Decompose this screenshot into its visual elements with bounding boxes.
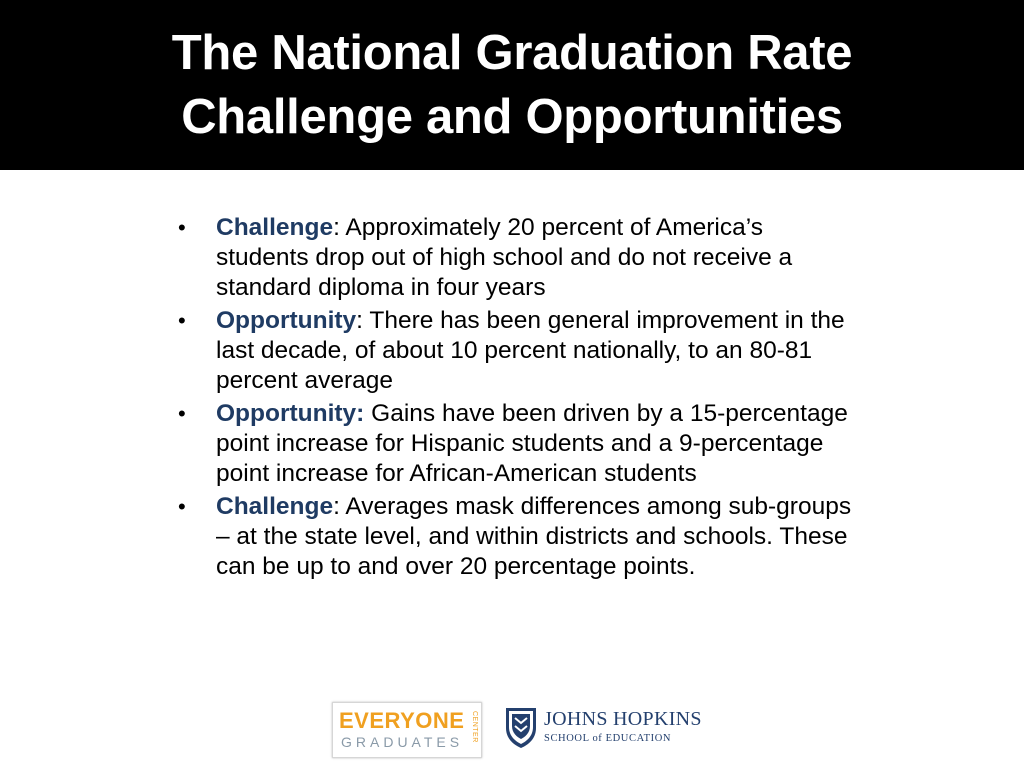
bullet-item: • Opportunity: Gains have been driven by…: [176, 399, 856, 489]
everyone-graduates-logo-bottom: GRADUATES: [341, 734, 464, 750]
title-banner: The National Graduation Rate Challenge a…: [0, 0, 1024, 170]
bullet-text: There has been general improvement in th…: [216, 307, 845, 394]
slide-title-line-2: Challenge and Opportunities: [181, 90, 843, 144]
bullet-icon: •: [178, 494, 186, 519]
footer-logos: EVERYONE GRADUATES CENTER JOHNS HOPKINS …: [330, 700, 710, 758]
bullet-keyword: Challenge: [216, 493, 334, 520]
bullet-separator: :: [356, 307, 363, 334]
johns-hopkins-name: JOHNS HOPKINS: [544, 708, 702, 730]
bullet-text: Approximately 20 percent of America’s st…: [216, 214, 793, 301]
johns-hopkins-school: SCHOOL of EDUCATION: [544, 733, 672, 744]
bullet-keyword: Challenge: [216, 214, 334, 241]
bullet-keyword: Opportunity:: [216, 400, 365, 427]
bullet-text: Averages mask differences among sub-grou…: [216, 493, 852, 580]
bullet-separator: :: [333, 214, 340, 241]
shield-icon: [506, 708, 536, 748]
bullet-icon: •: [178, 401, 186, 426]
everyone-graduates-logo: EVERYONE GRADUATES CENTER: [332, 702, 482, 758]
bullet-list: • Challenge: Approximately 20 percent of…: [176, 213, 856, 585]
bullet-item: • Opportunity: There has been general im…: [176, 306, 856, 396]
bullet-icon: •: [178, 215, 186, 240]
bullet-separator: :: [333, 493, 340, 520]
bullet-text: Gains have been driven by a 15-percentag…: [216, 400, 848, 487]
bullet-item: • Challenge: Averages mask differences a…: [176, 492, 856, 582]
everyone-graduates-logo-top: EVERYONE: [339, 708, 465, 733]
johns-hopkins-logo: JOHNS HOPKINS SCHOOL of EDUCATION: [502, 704, 702, 754]
bullet-keyword: Opportunity: [216, 307, 357, 334]
bullet-item: • Challenge: Approximately 20 percent of…: [176, 213, 856, 303]
bullet-icon: •: [178, 308, 186, 333]
everyone-graduates-logo-side: CENTER: [471, 711, 478, 743]
slide-title-line-1: The National Graduation Rate: [171, 26, 853, 80]
